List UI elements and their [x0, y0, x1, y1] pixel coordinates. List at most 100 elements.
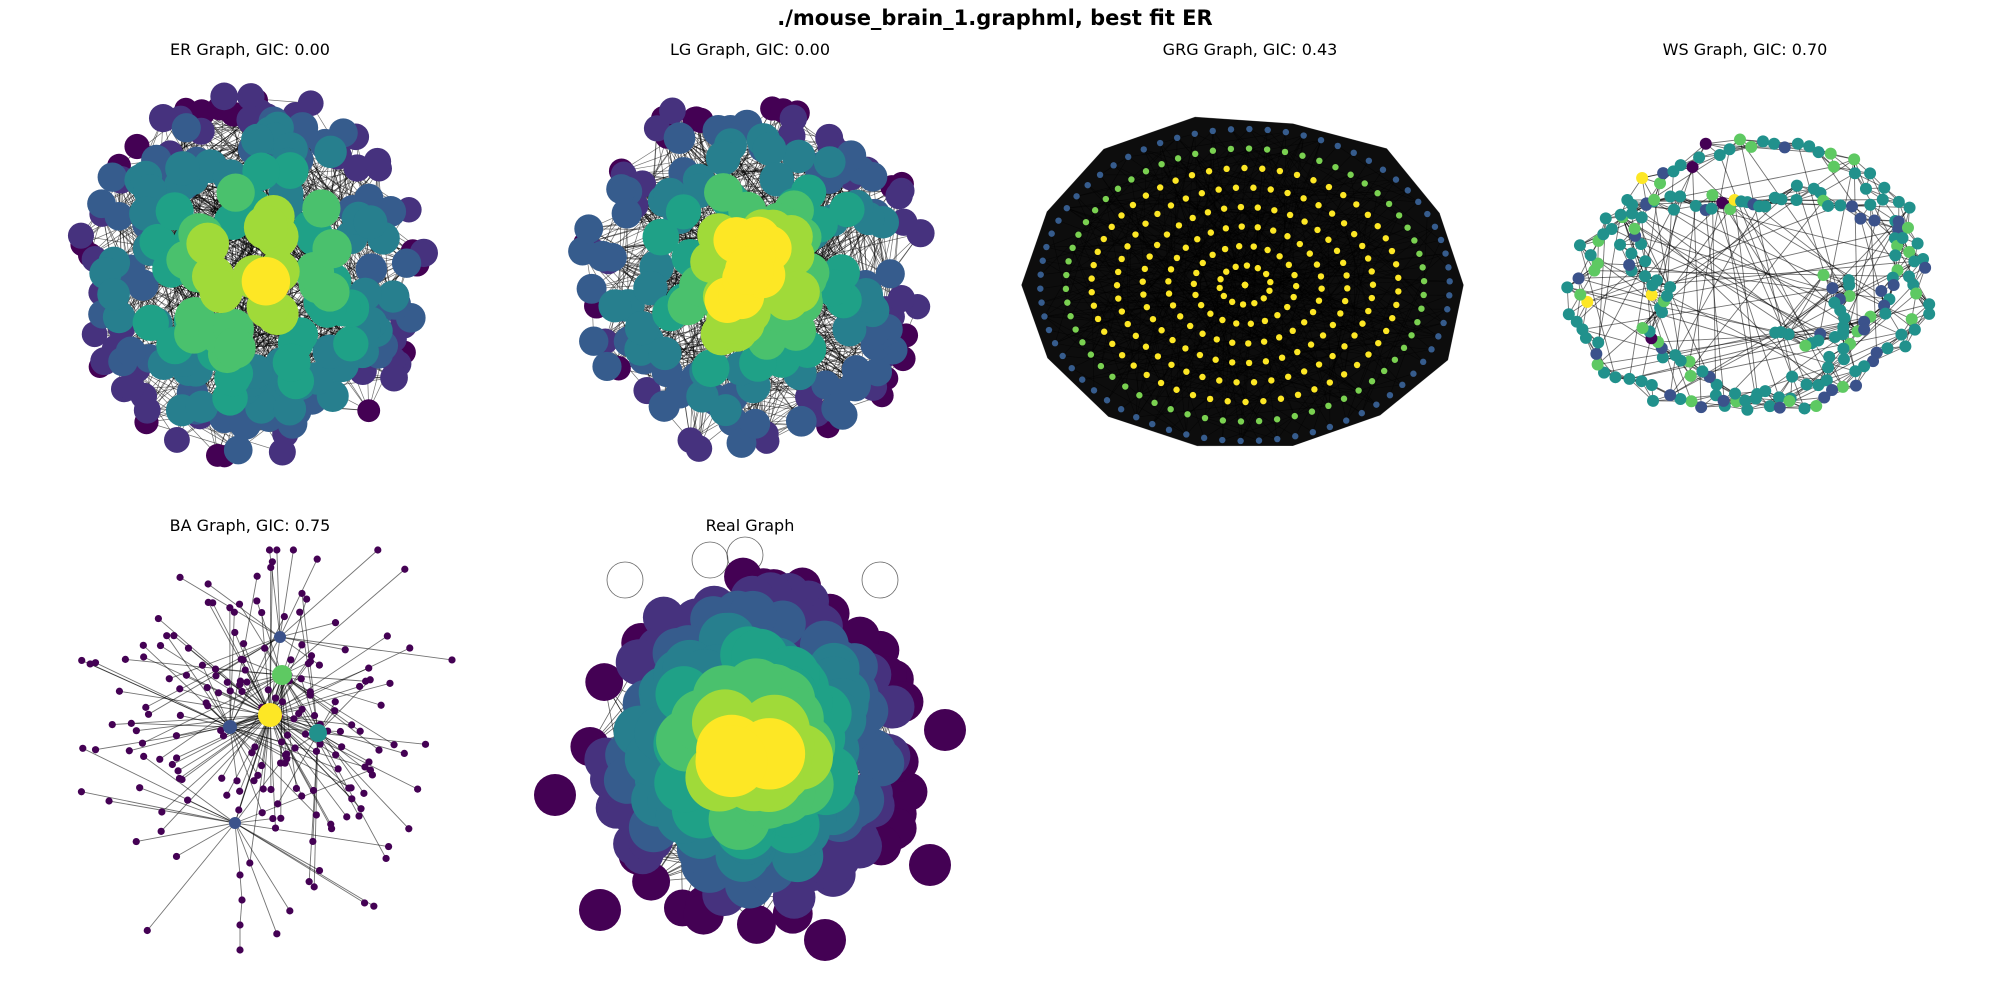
edge	[129, 714, 271, 752]
graph-node	[1311, 386, 1318, 393]
edge	[1082, 365, 1134, 380]
graph-node	[1864, 167, 1877, 180]
graph-node	[1317, 136, 1325, 144]
graph-node	[1315, 297, 1323, 304]
edge	[1143, 149, 1288, 194]
edge	[1653, 200, 1858, 332]
graph-node	[1358, 409, 1365, 417]
graph-node	[1101, 328, 1108, 335]
graph-node	[127, 269, 159, 301]
er-graph-plot	[67, 82, 438, 468]
edge	[119, 690, 271, 716]
edge	[179, 688, 319, 734]
edge	[1076, 151, 1286, 197]
graph-node	[1254, 264, 1262, 272]
graph-node	[1910, 287, 1923, 300]
graph-node	[1184, 411, 1191, 418]
edge	[181, 714, 271, 780]
graph-node	[1837, 353, 1850, 366]
edge	[1705, 209, 1726, 406]
graph-node	[273, 392, 307, 426]
graph-node	[1713, 148, 1726, 161]
edge	[1253, 246, 1379, 344]
graph-node	[1289, 327, 1296, 335]
graph-node	[332, 751, 340, 759]
graph-node	[1657, 167, 1670, 180]
graph-node	[334, 765, 342, 773]
graph-node	[704, 173, 743, 212]
node-layer	[568, 96, 935, 462]
edge	[1244, 284, 1369, 312]
edge	[1176, 137, 1432, 350]
panel-title-ws: WS Graph, GIC: 0.70	[1662, 40, 1828, 59]
graph-node	[1316, 157, 1323, 165]
graph-node	[1264, 126, 1271, 134]
graph-node	[1562, 308, 1575, 321]
graph-node	[1094, 248, 1101, 256]
edge	[1135, 234, 1265, 342]
graph-node	[1084, 181, 1091, 189]
graph-node	[274, 800, 282, 808]
graph-node	[1778, 141, 1791, 154]
edge	[229, 667, 369, 728]
graph-node	[1124, 320, 1131, 328]
graph-node	[132, 304, 169, 342]
edge	[234, 632, 271, 716]
graph-node	[305, 878, 313, 886]
graph-node	[1326, 423, 1334, 431]
graph-node	[1167, 202, 1175, 209]
graph-node	[246, 859, 254, 867]
graph-node	[296, 608, 304, 616]
graph-node	[1892, 195, 1905, 208]
graph-node	[1223, 165, 1230, 173]
self-loop	[606, 561, 644, 599]
graph-node	[1263, 146, 1271, 153]
graph-node	[1246, 125, 1253, 133]
edge	[1204, 334, 1412, 419]
edge	[1236, 192, 1378, 324]
graph-node	[1182, 244, 1190, 251]
edge	[1817, 159, 1855, 341]
graph-node	[1190, 280, 1198, 288]
graph-node	[1156, 184, 1164, 191]
graph-node	[1254, 224, 1261, 231]
graph-node	[283, 731, 292, 739]
edge	[1135, 335, 1162, 384]
graph-node	[759, 161, 795, 197]
edge	[1279, 233, 1355, 257]
edge	[1100, 195, 1147, 367]
graph-node	[1905, 313, 1918, 326]
graph-node	[1291, 412, 1298, 420]
graph-node	[1410, 370, 1417, 377]
edge	[1578, 277, 1776, 334]
graph-node	[1769, 326, 1782, 339]
graph-node	[1636, 321, 1649, 334]
graph-node	[273, 546, 281, 554]
edge	[1122, 271, 1372, 356]
graph-node	[1228, 298, 1236, 306]
edge	[1669, 158, 1855, 288]
graph-node	[1156, 139, 1164, 147]
graph-node	[1222, 225, 1230, 232]
graph-node	[1803, 140, 1816, 153]
graph-node	[1274, 435, 1281, 443]
graph-node	[1572, 272, 1585, 285]
graph-node	[1598, 366, 1611, 379]
graph-node	[665, 194, 702, 230]
edge	[1265, 361, 1377, 405]
graph-node	[1791, 137, 1804, 150]
graph-node	[1757, 135, 1770, 148]
graph-node	[1309, 308, 1317, 316]
edge	[1641, 196, 1681, 382]
graph-node	[1799, 339, 1812, 352]
graph-node	[1182, 345, 1189, 352]
graph-node	[1140, 291, 1147, 298]
graph-node	[163, 426, 190, 453]
graph-node	[1118, 255, 1125, 263]
graph-node	[1710, 378, 1723, 391]
edge	[180, 714, 231, 728]
graph-node	[143, 926, 151, 935]
graph-node	[740, 408, 771, 439]
graph-node	[1621, 194, 1634, 207]
graph-node	[312, 811, 320, 819]
